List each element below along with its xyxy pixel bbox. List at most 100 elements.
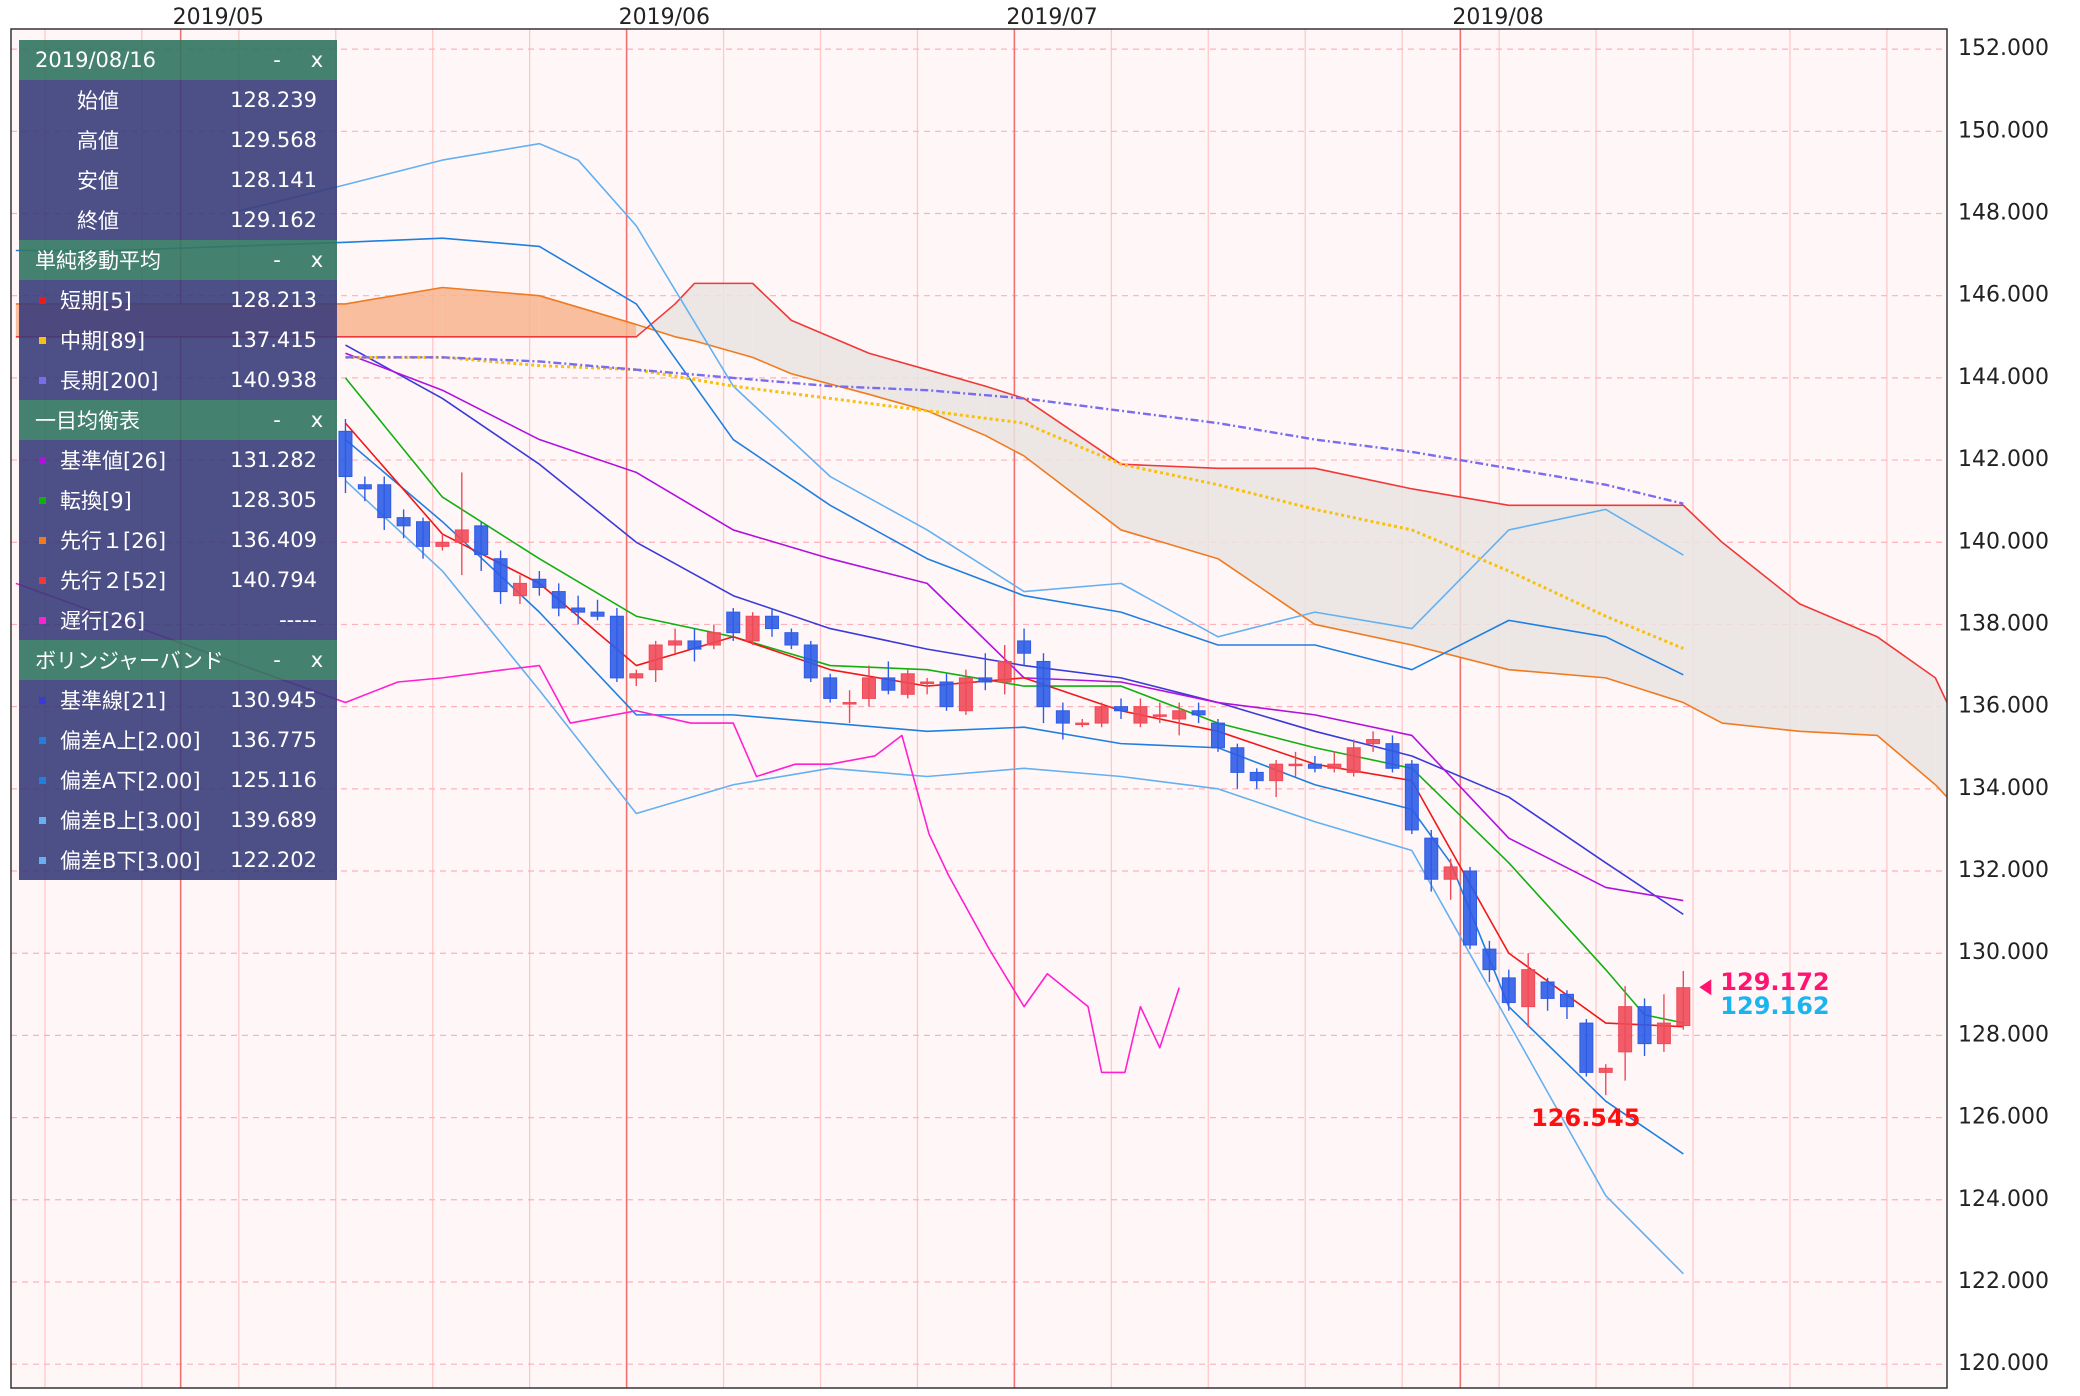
candle-body [1424, 837, 1439, 880]
candle-body [920, 681, 935, 684]
candle-body [338, 430, 353, 478]
row-label: 偏差B上[3.00] [60, 809, 201, 833]
indicator-line [344, 377, 1684, 1024]
row-label: 先行１[26] [60, 529, 167, 553]
minimize-button[interactable]: - [273, 408, 281, 432]
x-tick-label: 2019/08 [1452, 5, 1543, 30]
close-button[interactable]: x [310, 248, 324, 272]
y-tick-label: 140.000 [1958, 529, 2049, 554]
cloud-fill [791, 320, 869, 395]
candle-body [1191, 710, 1206, 716]
candle-body [1017, 640, 1032, 654]
close-button[interactable]: x [310, 48, 324, 72]
indicator-line [344, 438, 1684, 1155]
cloud-fill [694, 283, 753, 358]
legend-swatch [39, 376, 46, 384]
row-value: 140.794 [230, 568, 317, 592]
candle-body [1559, 993, 1574, 1008]
row-value: 137.415 [230, 328, 317, 352]
close-button[interactable]: x [310, 408, 324, 432]
cloud-fill [1314, 468, 1412, 646]
panel-row: 高値 129.568 [19, 120, 337, 160]
y-tick-label: 128.000 [1958, 1022, 2049, 1047]
panel-row: 遅行[26] ----- [19, 600, 337, 640]
y-tick-label: 132.000 [1958, 858, 2049, 883]
legend-swatch [39, 576, 46, 584]
candle-body [1307, 763, 1322, 769]
legend-swatch [39, 496, 46, 504]
legend-swatch [39, 696, 46, 704]
candle-body [803, 644, 818, 679]
candle-body [687, 640, 702, 650]
candle-body [571, 607, 586, 613]
legend-swatch [39, 856, 46, 864]
cloud-fill [1683, 505, 1723, 724]
panel-header: 2019/08/16 - x [19, 40, 337, 80]
panel-header: 単純移動平均 - x [19, 240, 337, 280]
candle-body [765, 615, 780, 630]
legend-swatch [39, 336, 46, 344]
candle-body [1075, 722, 1090, 726]
row-label: 安値 [77, 169, 119, 193]
row-label: 遅行[26] [60, 609, 146, 633]
candle-body [881, 677, 896, 691]
cloud-fill [1605, 505, 1684, 703]
y-tick-label: 144.000 [1958, 365, 2049, 390]
candle-body [1114, 706, 1129, 712]
legend-swatch [39, 456, 46, 464]
cloud-fill [1217, 468, 1315, 625]
x-tick-label: 2019/05 [173, 5, 264, 30]
price-marker [1699, 979, 1712, 996]
row-value: 139.689 [230, 808, 317, 832]
candle-body [1288, 763, 1303, 767]
candle-body [357, 484, 372, 490]
y-tick-label: 146.000 [1958, 283, 2049, 308]
row-value: 128.213 [230, 288, 317, 312]
candle-body [454, 529, 469, 543]
row-value: ----- [279, 608, 317, 632]
candle-body [396, 517, 411, 527]
legend-swatch [39, 296, 46, 304]
candle-body [377, 484, 392, 519]
row-value: 136.409 [230, 528, 317, 552]
close-button[interactable]: x [310, 648, 324, 672]
row-label: 始値 [77, 89, 119, 113]
candle-body [1579, 1022, 1594, 1073]
cloud-fill [442, 287, 540, 337]
candle-body [435, 541, 450, 547]
candle-body [1230, 747, 1245, 773]
candle-body [842, 702, 857, 705]
candle-body [1521, 969, 1536, 1008]
plot-area [11, 29, 1947, 1388]
panel-row: 中期[89] 137.415 [19, 320, 337, 360]
cloud-fill [539, 295, 637, 337]
panel-row: 先行２[52] 140.794 [19, 560, 337, 600]
y-tick-label: 152.000 [1958, 36, 2049, 61]
panel-title: 単純移動平均 [35, 249, 161, 273]
indicator-line [345, 356, 1684, 505]
candle-body [1269, 763, 1284, 782]
panel-row: 基準線[21] 130.945 [19, 680, 337, 720]
row-value: 131.282 [230, 448, 317, 472]
candle-body [668, 640, 683, 646]
price-label: 129.172 [1720, 968, 1829, 996]
candle-body [939, 681, 954, 708]
panel-title: 2019/08/16 [35, 48, 157, 72]
minimize-button[interactable]: - [273, 48, 281, 72]
candle-body [1656, 1022, 1671, 1045]
row-value: 129.162 [230, 208, 317, 232]
cloud-fill [752, 283, 792, 374]
candle-body [1385, 743, 1400, 769]
panel-row: 転換[9] 128.305 [19, 480, 337, 520]
cloud-fill [927, 369, 986, 436]
candle-body [590, 611, 605, 617]
minimize-button[interactable]: - [273, 648, 281, 672]
candle-body [726, 611, 741, 634]
candle-body [978, 677, 993, 683]
row-value: 140.938 [230, 368, 317, 392]
y-tick-label: 136.000 [1958, 694, 2049, 719]
plot-frame [10, 28, 1948, 1389]
minimize-button[interactable]: - [273, 248, 281, 272]
row-label: 高値 [77, 129, 119, 153]
